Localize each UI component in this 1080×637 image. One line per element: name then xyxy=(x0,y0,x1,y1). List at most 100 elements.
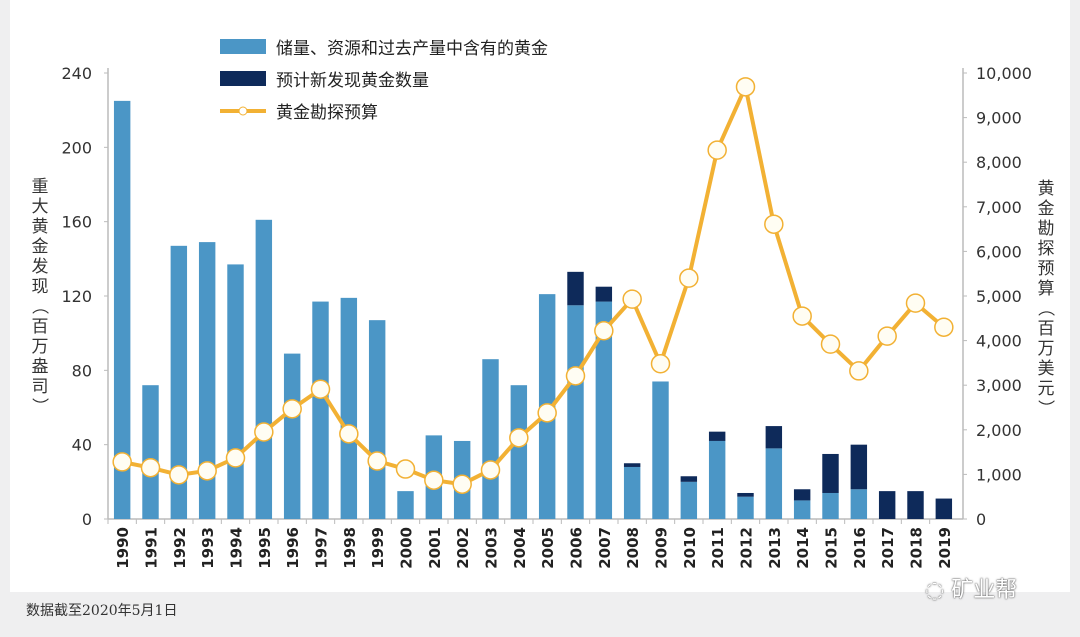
left-tick-label: 240 xyxy=(61,64,92,83)
right-axis-title: 勘 xyxy=(1038,219,1055,239)
x-tick-label: 2011 xyxy=(709,527,727,569)
bar-known-gold xyxy=(793,500,811,519)
bar-expected-gold xyxy=(822,453,839,493)
x-tick-label: 2015 xyxy=(823,527,841,569)
left-axis-title: 金 xyxy=(32,237,49,257)
bar-known-gold xyxy=(283,353,301,519)
right-tick-label: 3,000 xyxy=(976,376,1022,395)
right-axis-title: （ xyxy=(1035,300,1055,317)
right-axis-title: 美 xyxy=(1038,359,1055,379)
bar-known-gold xyxy=(567,305,584,519)
right-tick-label: 1,000 xyxy=(976,465,1022,484)
bar-expected-gold xyxy=(935,498,953,519)
bar-known-gold xyxy=(652,381,669,519)
left-axis-title: 现 xyxy=(32,277,49,297)
bar-expected-gold xyxy=(850,444,868,490)
right-axis-title: 预 xyxy=(1038,259,1055,279)
bar-known-gold xyxy=(708,440,726,519)
left-axis-title: 重 xyxy=(32,177,49,197)
left-tick-label: 40 xyxy=(72,436,92,455)
budget-marker xyxy=(764,214,784,234)
left-tick-label: 120 xyxy=(61,287,92,306)
x-tick-label: 1991 xyxy=(143,527,161,569)
right-axis-title: 黄 xyxy=(1038,179,1055,199)
x-tick-label: 1997 xyxy=(313,527,331,569)
x-tick-label: 1992 xyxy=(171,527,189,569)
bar-known-gold xyxy=(482,359,499,519)
right-tick-label: 7,000 xyxy=(976,198,1022,217)
x-tick-label: 1994 xyxy=(228,527,246,569)
budget-marker xyxy=(140,457,161,478)
footnote: 数据截至2020年5月1日 xyxy=(26,603,178,619)
x-tick-label: 2006 xyxy=(568,527,586,569)
bar-known-gold xyxy=(623,466,641,519)
budget-marker xyxy=(792,306,812,326)
budget-marker xyxy=(905,293,926,313)
right-tick-label: 10,000 xyxy=(976,64,1032,83)
budget-marker xyxy=(282,399,302,419)
bar-known-gold xyxy=(340,297,358,519)
bar-known-gold xyxy=(170,245,188,519)
bar-expected-gold xyxy=(567,271,584,306)
x-tick-label: 2019 xyxy=(936,527,954,569)
bar-known-gold xyxy=(255,219,273,519)
x-tick-label: 1993 xyxy=(199,527,217,569)
x-tick-label: 2000 xyxy=(398,527,416,569)
right-axis-title: 百 xyxy=(1038,319,1055,339)
x-tick-label: 1995 xyxy=(256,527,274,569)
budget-marker xyxy=(225,448,246,468)
bar-known-gold xyxy=(198,242,216,519)
bar-known-gold xyxy=(142,385,159,519)
budget-marker xyxy=(480,460,501,480)
x-tick-label: 2016 xyxy=(851,527,869,569)
x-tick-label: 2005 xyxy=(539,527,557,569)
bar-expected-gold xyxy=(737,492,754,497)
budget-marker xyxy=(594,321,614,341)
x-tick-label: 2007 xyxy=(596,527,614,569)
x-tick-label: 1999 xyxy=(369,527,387,569)
budget-marker xyxy=(169,465,189,485)
budget-marker xyxy=(735,77,756,97)
right-tick-label: 5,000 xyxy=(976,287,1022,306)
x-tick-label: 2014 xyxy=(794,527,812,569)
legend-label: 预计新发现黄金数量 xyxy=(276,71,429,91)
right-axis-title: 算 xyxy=(1038,279,1055,299)
right-tick-label: 4,000 xyxy=(976,332,1022,351)
x-tick-label: 1996 xyxy=(284,527,302,569)
budget-marker xyxy=(367,451,387,471)
budget-marker xyxy=(934,317,954,337)
budget-marker xyxy=(820,334,841,354)
x-tick-label: 2018 xyxy=(908,527,926,569)
right-axis-title: 万 xyxy=(1038,339,1055,359)
left-tick-label: 80 xyxy=(72,361,92,380)
x-tick-label: 2002 xyxy=(454,527,472,569)
budget-marker xyxy=(197,461,217,481)
left-axis-title: 百 xyxy=(32,317,49,337)
right-axis-title: 金 xyxy=(1038,199,1055,219)
budget-marker xyxy=(395,459,416,479)
bar-known-gold xyxy=(397,491,414,519)
x-tick-label: 2010 xyxy=(681,527,699,569)
x-tick-label: 2009 xyxy=(653,527,671,569)
x-tick-label: 2008 xyxy=(624,527,642,569)
budget-marker xyxy=(254,422,274,442)
budget-marker xyxy=(424,470,444,490)
bar-known-gold xyxy=(510,385,528,519)
budget-marker xyxy=(452,474,472,494)
right-tick-label: 8,000 xyxy=(976,153,1022,172)
right-axis-title: ） xyxy=(1035,400,1055,417)
x-tick-label: 1990 xyxy=(114,527,132,569)
right-axis-title: 探 xyxy=(1038,239,1055,259)
left-axis-title: 盎 xyxy=(32,357,49,377)
bar-known-gold xyxy=(680,481,698,519)
right-tick-label: 6,000 xyxy=(976,242,1022,261)
bar-expected-gold xyxy=(680,476,698,482)
bar-expected-gold xyxy=(907,491,924,519)
left-axis-title: 黄 xyxy=(32,217,49,237)
budget-marker xyxy=(565,366,586,386)
bar-known-gold xyxy=(368,320,386,519)
legend-marker xyxy=(238,106,248,116)
x-tick-label: 2001 xyxy=(426,527,444,569)
